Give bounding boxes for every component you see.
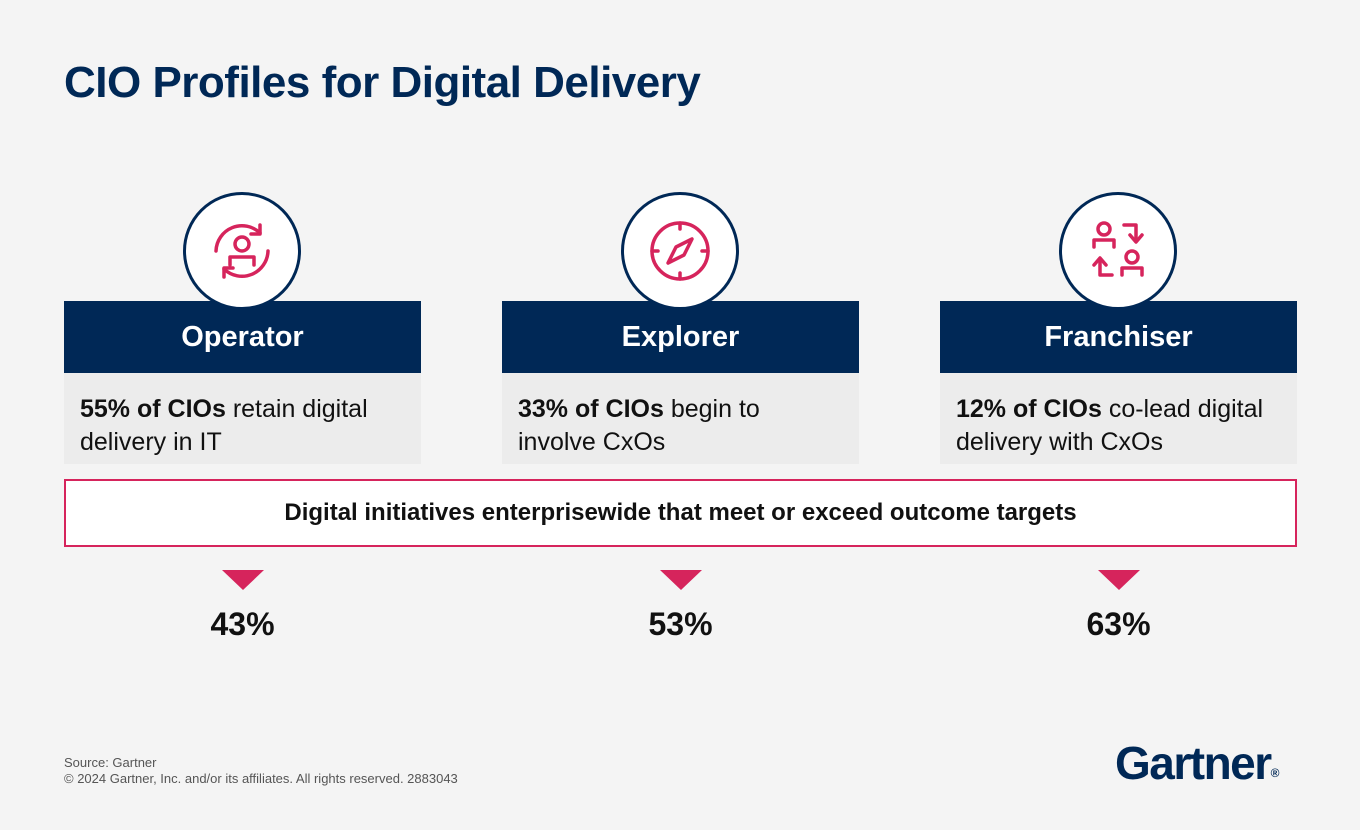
arrow-down-icon	[1097, 570, 1140, 590]
gartner-logo: Gartner®	[1115, 736, 1280, 790]
profile-text: begin to involve CxOs	[518, 395, 760, 456]
profile-description: 33% of CIOs begin to involve CxOs	[502, 373, 859, 464]
profile-text: co-lead digital delivery with CxOs	[956, 395, 1264, 456]
profile-explorer: Explorer 33% of CIOs begin to involve Cx…	[502, 192, 859, 464]
page-title: CIO Profiles for Digital Delivery	[64, 58, 701, 107]
footer: Source: Gartner © 2024 Gartner, Inc. and…	[64, 755, 458, 787]
logo-text: Gartner	[1115, 737, 1272, 789]
profile-text: retain digital delivery in IT	[80, 395, 368, 456]
exchange-people-icon	[1059, 192, 1177, 310]
profile-description: 12% of CIOs co-lead digital delivery wit…	[940, 373, 1297, 464]
stat-explorer: 53%	[502, 570, 859, 643]
source-note: Source: Gartner	[64, 755, 157, 770]
profile-franchiser: Franchiser 12% of CIOs co-lead digital d…	[940, 192, 1297, 464]
profile-name: Franchiser	[940, 301, 1297, 373]
profile-highlight: 33% of CIOs	[518, 395, 664, 423]
arrow-down-icon	[221, 570, 264, 590]
stat-operator: 43%	[64, 570, 421, 643]
logo-mark: ®	[1270, 766, 1280, 780]
profile-highlight: 55% of CIOs	[80, 395, 226, 423]
stat-value: 53%	[648, 606, 713, 642]
profile-highlight: 12% of CIOs	[956, 395, 1102, 423]
rotating-person-icon	[183, 192, 301, 310]
profile-operator: Operator 55% of CIOs retain digital deli…	[64, 192, 421, 464]
profile-description: 55% of CIOs retain digital delivery in I…	[64, 373, 421, 464]
stat-value: 63%	[1086, 606, 1151, 642]
profile-name: Operator	[64, 301, 421, 373]
compass-icon	[621, 192, 739, 310]
outcome-banner: Digital initiatives enterprisewide that …	[64, 479, 1297, 547]
profile-name: Explorer	[502, 301, 859, 373]
stat-value: 43%	[210, 606, 275, 642]
arrow-down-icon	[659, 570, 702, 590]
stat-franchiser: 63%	[940, 570, 1297, 643]
copyright-note: © 2024 Gartner, Inc. and/or its affiliat…	[64, 771, 458, 786]
